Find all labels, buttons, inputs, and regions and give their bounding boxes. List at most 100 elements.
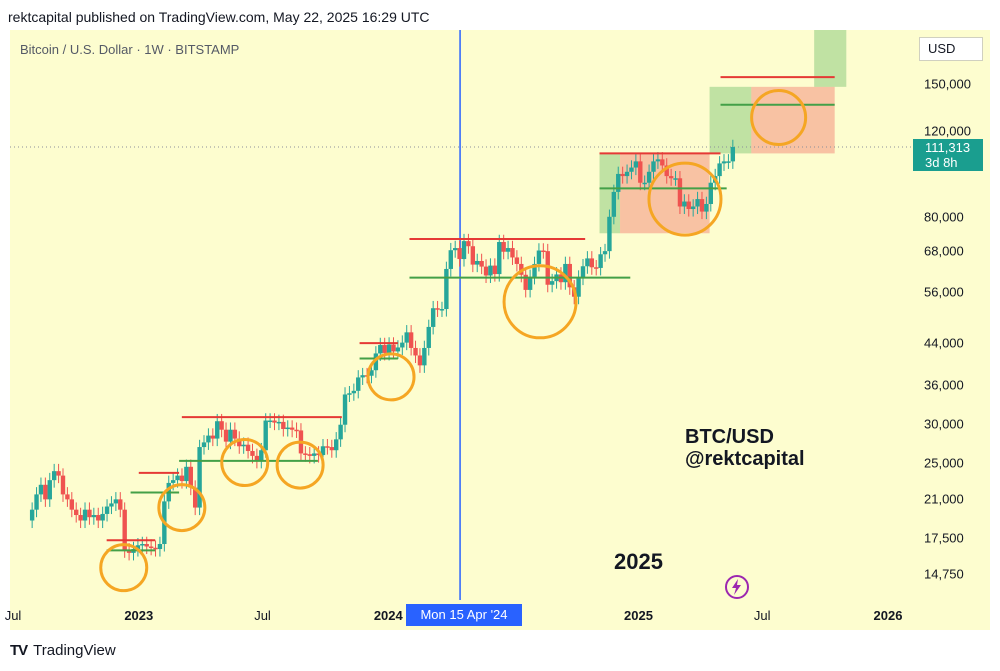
candle-body [594, 267, 599, 269]
candle-body [708, 182, 713, 204]
publish-header: rektcapital published on TradingView.com… [8, 9, 430, 25]
candle-body [668, 176, 674, 179]
price-tick-label: 14,750 [924, 566, 964, 582]
candle-body [223, 429, 229, 442]
candle-body [228, 429, 233, 442]
candle-body [611, 191, 617, 217]
candle-body [170, 480, 176, 483]
candle-body [475, 260, 480, 265]
candle-body [179, 475, 185, 482]
annotation-year: 2025 [614, 549, 663, 574]
candle-body [96, 515, 101, 521]
candle-body [325, 446, 330, 448]
price-tick-label: 68,000 [924, 243, 964, 259]
candle-body [281, 421, 286, 430]
crosshair-date-label: Mon 15 Apr '24 [406, 604, 522, 626]
candle-body [43, 484, 48, 500]
candle-body [549, 281, 555, 285]
candle-body [192, 487, 198, 508]
candle-body [444, 268, 449, 310]
candle-body [607, 216, 612, 252]
candle-body [514, 257, 520, 264]
red-range-box [751, 86, 835, 154]
bar-countdown: 3d 8h [925, 155, 958, 171]
retest-circle [366, 352, 416, 402]
candle-body [153, 547, 158, 550]
candle-body [259, 450, 264, 461]
candle-body [197, 447, 202, 508]
chart-area[interactable]: Bitcoin / U.S. Dollar · 1W · BITSTAMP BT… [10, 30, 913, 600]
candle-body [660, 159, 665, 166]
lightning-badge-icon[interactable] [724, 574, 750, 600]
time-axis[interactable]: Jul2023Jul2024l2025Jul2026 Mon 15 Apr '2… [5, 600, 990, 630]
time-tick-label: 2025 [624, 608, 653, 623]
candle-body [232, 429, 238, 439]
current-price-label: 111,313 3d 8h [913, 139, 983, 172]
candle-body [501, 242, 506, 252]
candle-body [470, 246, 476, 265]
price-tick-label: 150,000 [924, 76, 971, 92]
candle-body [422, 347, 427, 366]
candle-body [378, 345, 383, 354]
time-tick-label: Jul [254, 608, 271, 623]
candle-body [576, 277, 581, 297]
candle-body [91, 515, 97, 518]
candle-body [294, 429, 299, 432]
brand-name: TradingView [33, 642, 116, 659]
candle-body [602, 251, 608, 255]
candle-body [311, 453, 317, 456]
candle-body [417, 355, 423, 366]
candle-body [457, 248, 462, 260]
candle-body [646, 171, 652, 183]
candle-body [373, 353, 379, 371]
candle-body [673, 178, 678, 180]
candle-body [29, 509, 35, 521]
symbol-info: Bitcoin / U.S. Dollar · 1W · BITSTAMP [20, 42, 240, 57]
candle-body [717, 163, 722, 177]
retest-circle [275, 440, 325, 490]
candle-body [488, 265, 493, 276]
price-chart[interactable] [10, 30, 913, 600]
candle-body [60, 475, 66, 495]
retest-circle [157, 483, 207, 533]
candle-body [699, 199, 705, 212]
candle-body [51, 471, 57, 481]
candle-body [144, 544, 149, 547]
candle-body [338, 424, 343, 440]
tradingview-logo-icon: TV [10, 642, 28, 659]
green-range-box [709, 86, 752, 154]
candle-body [439, 309, 445, 311]
currency-selector[interactable]: USD [919, 37, 983, 61]
time-tick-label: 2023 [124, 608, 154, 623]
candle-body [408, 332, 414, 348]
candle-body [303, 453, 308, 455]
candle-body [219, 421, 224, 430]
candle-body [267, 420, 273, 423]
candle-body [567, 263, 572, 288]
time-tick-label: Jul [4, 608, 22, 623]
candle-body [289, 427, 295, 430]
candle-body [342, 394, 348, 425]
candle-body [536, 250, 542, 264]
candle-body [241, 444, 246, 447]
candle-body [122, 509, 127, 551]
candle-body [157, 544, 163, 550]
price-axis[interactable]: USD 14,750 17,500 21,000 25,000 30,000 36,000… [913, 30, 990, 600]
candle-body [201, 442, 207, 448]
candle-body [210, 435, 216, 439]
green-range-box [814, 30, 847, 87]
footer-brand[interactable]: TV TradingView [10, 642, 116, 659]
candle-body [466, 241, 471, 247]
candle-body [47, 480, 52, 500]
time-tick-label: 2026 [873, 608, 903, 623]
current-price-value: 111,313 [925, 140, 971, 156]
candle-body [69, 499, 75, 510]
candle-body [109, 503, 114, 507]
price-tick-label: 21,000 [924, 491, 964, 507]
price-tick-label: 36,000 [924, 377, 964, 393]
price-tick-label: 80,000 [924, 209, 964, 225]
candle-body [65, 494, 70, 500]
candle-body [254, 455, 260, 461]
candle-body [629, 167, 634, 172]
candle-body [638, 161, 643, 183]
